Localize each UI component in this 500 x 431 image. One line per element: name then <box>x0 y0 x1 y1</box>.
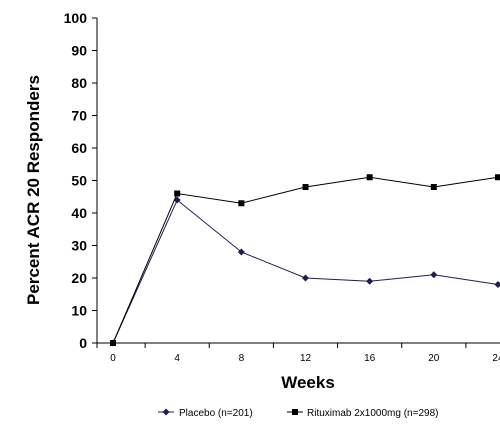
series-line-placebo <box>112 199 499 344</box>
y-tick-label: 50 <box>71 173 87 189</box>
data-point-rituximab <box>110 340 117 346</box>
data-point-rituximab <box>366 174 373 181</box>
y-tick-label: 30 <box>71 238 87 254</box>
y-tick-label: 100 <box>64 10 88 26</box>
y-tick-label: 0 <box>79 335 87 351</box>
data-point-placebo <box>237 248 245 256</box>
x-axis-title: Weeks <box>281 373 335 392</box>
x-axis: 0 4 8 12 16 20 24 <box>96 342 500 364</box>
legend-rituximab-label: Rituximab 2x1000mg (n=298) <box>307 408 438 419</box>
x-tick-label: 4 <box>174 353 180 364</box>
y-tick-label: 90 <box>71 43 87 59</box>
y-tick-label: 40 <box>71 205 87 221</box>
y-axis-title: Percent ACR 20 Responders <box>24 75 43 305</box>
y-tick-label: 70 <box>71 108 87 124</box>
data-point-rituximab <box>302 184 309 190</box>
legend-placebo-label: Placebo (n=201) <box>179 408 253 419</box>
x-tick-label: 24 <box>492 353 500 364</box>
legend-rituximab-marker <box>292 409 298 415</box>
legend-placebo-marker <box>162 408 170 416</box>
y-tick-label: 10 <box>71 303 87 319</box>
y-axis: 0 10 20 30 40 50 60 70 80 90 100 <box>64 10 98 351</box>
y-tick-label: 80 <box>71 75 87 91</box>
data-point-rituximab <box>238 200 245 207</box>
legend: Placebo (n=201) Rituximab 2x1000mg (n=29… <box>158 408 438 419</box>
x-tick-label: 0 <box>110 353 116 364</box>
x-tick-label: 16 <box>364 353 376 364</box>
data-point-placebo <box>430 271 438 279</box>
data-point-placebo <box>302 274 309 282</box>
data-point-placebo <box>366 277 374 285</box>
plot-area <box>109 174 500 347</box>
y-tick-label: 20 <box>71 270 87 286</box>
x-tick-label: 8 <box>239 353 245 364</box>
x-tick-label: 20 <box>428 353 440 364</box>
y-tick-label: 60 <box>71 140 87 156</box>
data-point-rituximab <box>430 184 437 190</box>
data-point-rituximab <box>174 190 181 197</box>
x-tick-label: 12 <box>300 353 312 364</box>
data-point-placebo <box>494 281 500 288</box>
data-point-rituximab <box>494 174 500 181</box>
y-axis-title-group: Percent ACR 20 Responders <box>24 75 43 305</box>
series-line-rituximab <box>112 176 499 344</box>
